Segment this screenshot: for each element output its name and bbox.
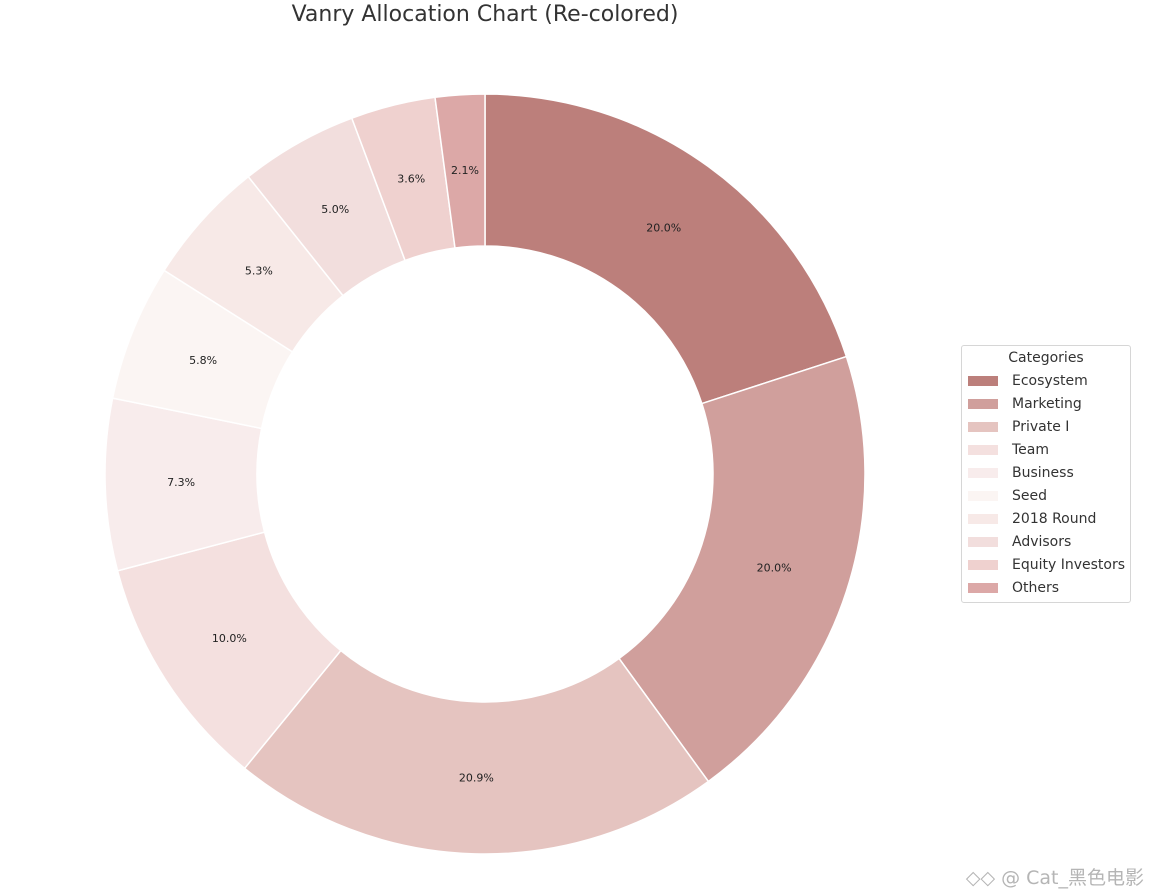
legend-swatch: [968, 467, 998, 478]
legend-swatch: [968, 582, 998, 593]
legend-item: Seed: [968, 484, 1124, 507]
legend-item: Business: [968, 461, 1124, 484]
legend-item: Equity Investors: [968, 553, 1126, 576]
legend-swatch: [968, 513, 998, 524]
legend-label: Others: [1012, 579, 1060, 596]
legend-item: Ecosystem: [968, 369, 1124, 392]
legend-label: 2018 Round: [1012, 510, 1097, 527]
slice-others: [434, 93, 486, 249]
legend-swatch: [968, 375, 998, 386]
legend-label: Seed: [1012, 487, 1047, 504]
legend-label: Marketing: [1012, 395, 1082, 412]
legend-item: Others: [968, 576, 1124, 599]
legend-item: Advisors: [968, 530, 1124, 553]
legend-items: Ecosystem Marketing Private I Team Business S…: [968, 369, 1126, 599]
slice-private-i: [243, 649, 710, 855]
legend-swatch: [968, 444, 998, 455]
slice-marketing: [617, 355, 866, 783]
slice-label: 7.3%: [167, 476, 195, 489]
slice-ecosystem: [484, 93, 848, 405]
legend-title: Categories: [1008, 350, 1084, 366]
slice-label: 5.3%: [245, 264, 273, 277]
legend-swatch: [968, 490, 998, 501]
watermark: ◇◇ @ Cat_黑色电影: [965, 867, 1144, 889]
legend-item: Marketing: [968, 392, 1124, 415]
chart-title: Vanry Allocation Chart (Re-colored): [291, 2, 679, 27]
legend-label: Business: [1012, 464, 1074, 481]
slice-label: 3.6%: [397, 173, 425, 186]
legend-label: Advisors: [1012, 533, 1072, 550]
slice-label: 20.0%: [757, 561, 792, 574]
legend-swatch: [968, 421, 998, 432]
legend-item: Private I: [968, 415, 1124, 438]
slice-label: 5.8%: [189, 354, 217, 367]
slice-label: 20.9%: [459, 771, 494, 784]
legend-swatch: [968, 559, 998, 570]
slice-label: 20.0%: [646, 222, 681, 235]
legend-swatch: [968, 398, 998, 409]
slice-label: 10.0%: [212, 632, 247, 645]
slice-label: 5.0%: [321, 203, 349, 216]
legend-swatch: [968, 536, 998, 547]
legend-label: Private I: [1012, 418, 1070, 435]
legend-item: Team: [968, 438, 1124, 461]
slice-label: 2.1%: [451, 164, 479, 177]
legend-label: Equity Investors: [1012, 556, 1126, 573]
legend-label: Team: [1012, 441, 1050, 458]
legend: Categories Ecosystem Marketing Private I Te…: [961, 345, 1131, 603]
legend-label: Ecosystem: [1012, 372, 1088, 389]
legend-item: 2018 Round: [968, 507, 1124, 530]
donut-chart: 20.0% 20.0% 20.9% 10.0% 7.3% 5.8% 5.3% 5.0% 3.6%…: [104, 93, 866, 855]
